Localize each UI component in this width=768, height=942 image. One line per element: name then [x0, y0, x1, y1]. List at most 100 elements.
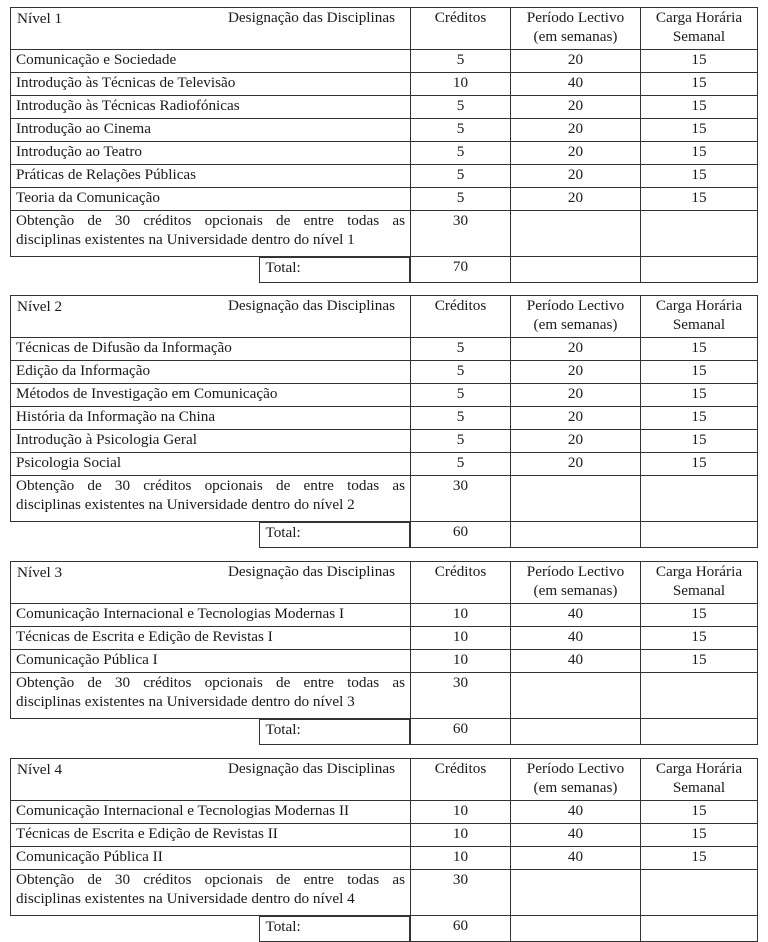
table-header-row: Nível 1 Designação das Disciplinas Crédi… [10, 7, 758, 50]
discipline-load: 15 [640, 187, 758, 211]
optional-load-value [640, 672, 758, 719]
table-header-row: Nível 3 Designação das Disciplinas Crédi… [10, 561, 758, 604]
discipline-period: 20 [510, 406, 641, 430]
discipline-load: 15 [640, 452, 758, 476]
discipline-credits: 5 [410, 141, 511, 165]
table-row: Introdução às Técnicas de Televisão 10 4… [10, 72, 758, 96]
column-header-load: Carga Horária Semanal [640, 561, 758, 604]
discipline-load: 15 [640, 383, 758, 407]
discipline-credits: 5 [410, 383, 511, 407]
discipline-period: 20 [510, 337, 641, 361]
column-header-designation: Designação das Disciplinas [227, 297, 395, 314]
table-row: Comunicação Internacional e Tecnologias … [10, 800, 758, 824]
total-period [510, 915, 641, 942]
discipline-load: 15 [640, 406, 758, 430]
column-header-designation: Designação das Disciplinas [227, 563, 395, 580]
optional-period-value [510, 475, 641, 522]
discipline-name: Comunicação Pública II [10, 846, 411, 870]
discipline-period: 40 [510, 72, 641, 96]
total-load [640, 915, 758, 942]
column-header-period: Período Lectivo (em semanas) [510, 295, 641, 338]
column-header-load-line1: Carga Horária [655, 760, 743, 777]
column-header-load: Carga Horária Semanal [640, 758, 758, 801]
total-label: Total: [258, 257, 410, 283]
table-row: Métodos de Investigação em Comunicação 5… [10, 383, 758, 407]
table-row: Comunicação Pública II 10 40 15 [10, 846, 758, 870]
table-row: Introdução ao Cinema 5 20 15 [10, 118, 758, 142]
table-row: Teoria da Comunicação 5 20 15 [10, 187, 758, 211]
total-row: Total: 60 [11, 521, 758, 548]
total-spacer [11, 916, 259, 942]
optional-credits-line2: disciplinas existentes na Universidade d… [16, 495, 355, 513]
discipline-name: História da Informação na China [10, 406, 411, 430]
column-header-period-line1: Período Lectivo [526, 297, 625, 314]
discipline-period: 20 [510, 360, 641, 384]
total-credits: 60 [410, 521, 511, 548]
discipline-credits: 5 [410, 187, 511, 211]
discipline-period: 20 [510, 429, 641, 453]
discipline-load: 15 [640, 800, 758, 824]
discipline-name: Introdução às Técnicas de Televisão [10, 72, 411, 96]
total-period [510, 521, 641, 548]
total-load [640, 718, 758, 745]
discipline-name: Comunicação Internacional e Tecnologias … [10, 603, 411, 627]
column-header-designation: Designação das Disciplinas [227, 760, 395, 777]
optional-period-value [510, 210, 641, 257]
optional-credits-line1: Obtenção de 30 créditos opcionais de ent… [16, 477, 405, 494]
column-header-credits: Créditos [410, 7, 511, 50]
optional-load-value [640, 210, 758, 257]
optional-credits-line1: Obtenção de 30 créditos opcionais de ent… [16, 871, 405, 888]
discipline-load: 15 [640, 649, 758, 673]
column-header-period-line2: (em semanas) [533, 315, 618, 333]
table-row: Edição da Informação 5 20 15 [10, 360, 758, 384]
discipline-credits: 10 [410, 603, 511, 627]
discipline-credits: 10 [410, 823, 511, 847]
curriculum-table-level-1: Nível 1 Designação das Disciplinas Crédi… [10, 7, 758, 283]
optional-credits-row: Obtenção de 30 créditos opcionais de ent… [10, 475, 758, 522]
column-header-designation: Designação das Disciplinas [227, 9, 395, 26]
level-label: Nível 1 [17, 10, 63, 27]
optional-credits-row: Obtenção de 30 créditos opcionais de ent… [10, 869, 758, 916]
table-row: Técnicas de Difusão da Informação 5 20 1… [10, 337, 758, 361]
optional-credits-line2: disciplinas existentes na Universidade d… [16, 230, 355, 248]
total-spacer [11, 719, 259, 745]
optional-credits-row: Obtenção de 30 créditos opcionais de ent… [10, 672, 758, 719]
discipline-period: 20 [510, 118, 641, 142]
total-label: Total: [258, 719, 410, 745]
discipline-name: Técnicas de Difusão da Informação [10, 337, 411, 361]
column-header-load-line2: Semanal [672, 581, 726, 599]
discipline-credits: 5 [410, 452, 511, 476]
column-header-load-line2: Semanal [672, 315, 726, 333]
discipline-load: 15 [640, 95, 758, 119]
optional-credits-value: 30 [410, 475, 511, 522]
optional-credits-text: Obtenção de 30 créditos opcionais de ent… [10, 475, 411, 522]
discipline-period: 40 [510, 649, 641, 673]
optional-credits-value: 30 [410, 210, 511, 257]
level-label: Nível 4 [17, 761, 63, 778]
total-period [510, 256, 641, 283]
column-header-load-line2: Semanal [672, 778, 726, 796]
discipline-period: 40 [510, 603, 641, 627]
table-row: Introdução ao Teatro 5 20 15 [10, 141, 758, 165]
column-header-credits: Créditos [410, 758, 511, 801]
discipline-load: 15 [640, 337, 758, 361]
total-row: Total: 60 [11, 718, 758, 745]
discipline-credits: 5 [410, 118, 511, 142]
optional-load-value [640, 475, 758, 522]
total-row: Total: 70 [11, 256, 758, 283]
header-level-designation: Nível 2 Designação das Disciplinas [10, 295, 411, 338]
discipline-name: Introdução ao Teatro [10, 141, 411, 165]
discipline-period: 20 [510, 49, 641, 73]
header-level-designation: Nível 1 Designação das Disciplinas [10, 7, 411, 50]
level-label: Nível 3 [17, 564, 63, 581]
optional-credits-value: 30 [410, 672, 511, 719]
discipline-credits: 10 [410, 649, 511, 673]
total-label-container: Total: [11, 916, 411, 942]
level-label: Nível 2 [17, 298, 63, 315]
table-row: Comunicação Pública I 10 40 15 [10, 649, 758, 673]
total-label: Total: [258, 916, 410, 942]
table-row: Práticas de Relações Públicas 5 20 15 [10, 164, 758, 188]
column-header-load-line1: Carga Horária [655, 297, 743, 314]
discipline-load: 15 [640, 118, 758, 142]
total-credits: 60 [410, 915, 511, 942]
